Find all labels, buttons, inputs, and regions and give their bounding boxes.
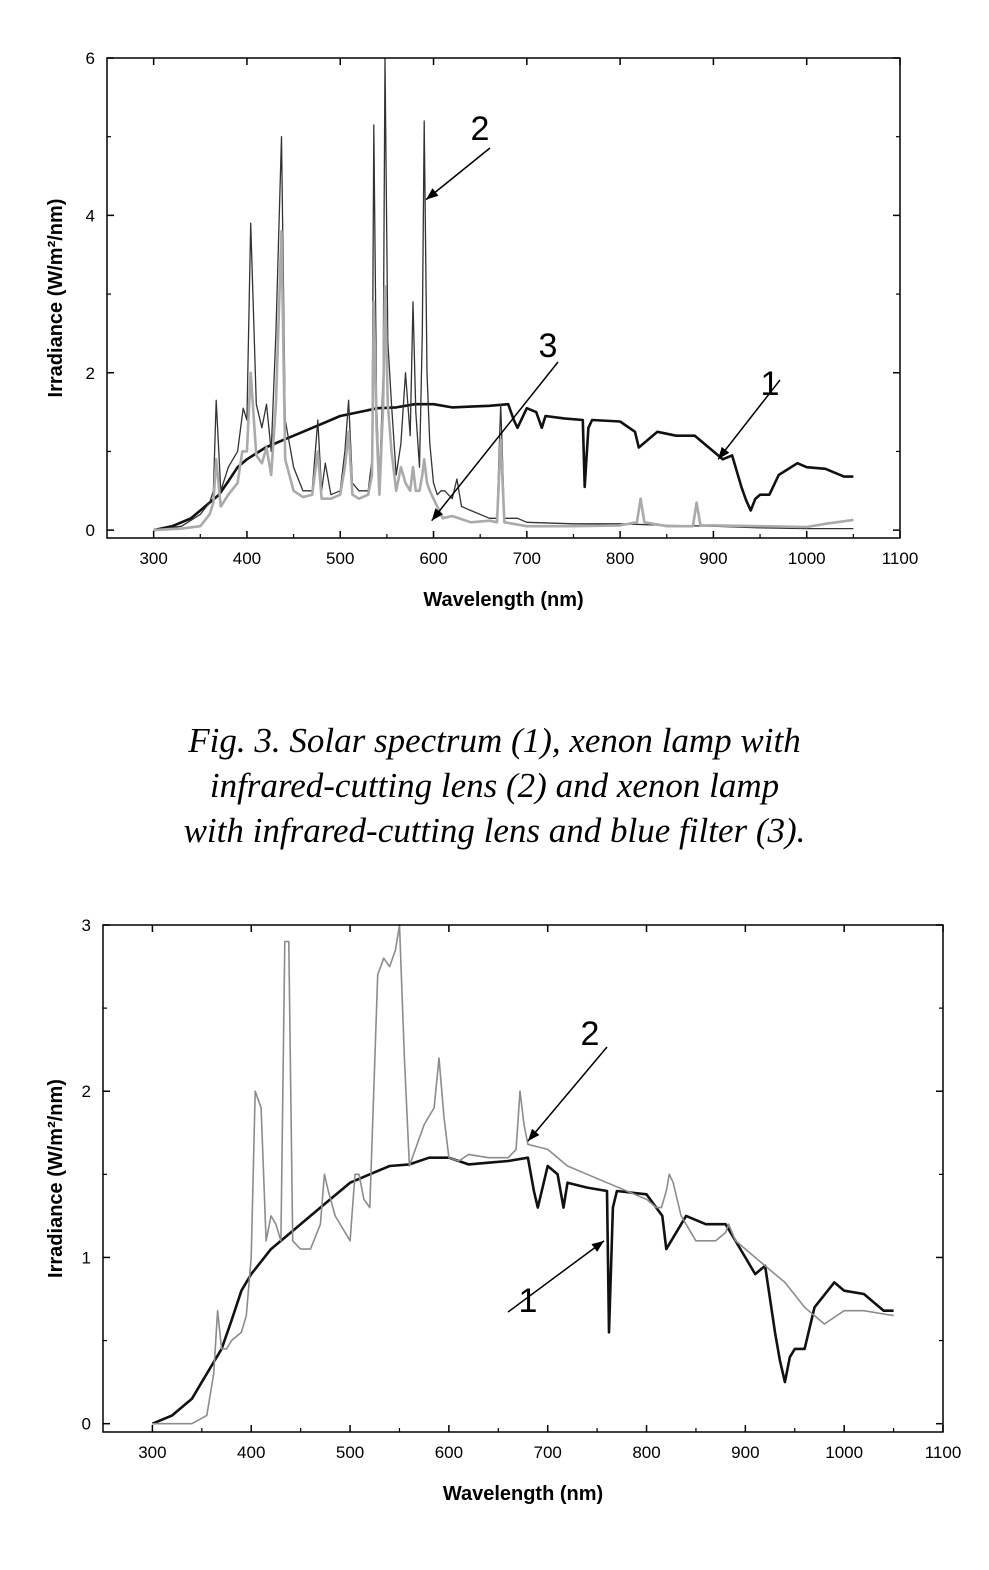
chart-1: 300 400 500 600 700 800 900 1000 1100 0 2 4 6 Wavelen…	[45, 49, 919, 611]
callout-label: 1	[761, 365, 780, 403]
chart-2: 300 400 500 600 700 800 900 1000 1100 0 1 2 3 Wavelen…	[45, 916, 962, 1505]
x-tick-label: 800	[632, 1443, 660, 1462]
series-3-line	[153, 229, 854, 532]
figure-caption: Fig. 3. Solar spectrum (1), xenon lamp w…	[0, 718, 989, 853]
x-tick-label: 600	[435, 1443, 463, 1462]
callout-arrow-line	[527, 1046, 608, 1142]
x-tick-label: 1100	[925, 1443, 962, 1462]
x-tick-label: 300	[139, 549, 167, 568]
callout-label: 1	[519, 1282, 538, 1320]
x-tick-label: 1000	[825, 1443, 863, 1462]
callout-arrow-line	[425, 147, 491, 201]
series-1-line	[151, 1156, 894, 1425]
y-tick-label: 4	[86, 206, 95, 225]
callout-label: 2	[471, 110, 490, 148]
x-tick-label: 500	[336, 1443, 364, 1462]
y-tick-label: 3	[82, 916, 91, 935]
plot-frame	[102, 924, 944, 1433]
x-tick-label: 400	[233, 549, 261, 568]
callout-arrowhead	[591, 1240, 605, 1252]
callout-arrow-line	[717, 379, 781, 460]
y-tick-label: 0	[86, 521, 95, 540]
caption-line-3: with infrared-cutting lens and blue filt…	[183, 811, 806, 850]
x-axis-label: Wavelength (nm)	[423, 589, 583, 611]
callout-arrowhead	[431, 508, 443, 521]
x-tick-label: 500	[326, 549, 354, 568]
callout-arrow-line	[507, 1240, 605, 1313]
x-axis-label: Wavelength (nm)	[443, 1483, 603, 1505]
y-tick-label: 2	[82, 1082, 91, 1101]
callout-arrowhead	[426, 188, 439, 200]
x-tick-label: 900	[731, 1443, 759, 1462]
y-tick-label: 2	[86, 364, 95, 383]
y-axis-label: Irradiance (W/m²/nm)	[45, 1079, 67, 1278]
callout-label: 3	[539, 327, 558, 365]
callout-arrowhead	[527, 1128, 540, 1142]
x-tick-label: 600	[419, 549, 447, 568]
callout-arrow-line	[431, 361, 559, 522]
caption-line-1: Fig. 3. Solar spectrum (1), xenon lamp w…	[188, 721, 801, 760]
x-tick-label: 1000	[788, 549, 826, 568]
plot-frame	[106, 57, 901, 539]
y-axis-label: Irradiance (W/m²/nm)	[45, 199, 67, 398]
x-tick-label: 800	[606, 549, 634, 568]
series-2-line	[152, 924, 894, 1425]
x-tick-label: 700	[534, 1443, 562, 1462]
callout-label: 2	[581, 1015, 600, 1053]
y-tick-label: 0	[82, 1415, 91, 1434]
y-tick-label: 1	[82, 1248, 91, 1267]
x-tick-label: 300	[138, 1443, 166, 1462]
x-tick-label: 400	[237, 1443, 265, 1462]
callout-arrowhead	[718, 446, 730, 460]
x-tick-label: 1100	[882, 549, 919, 568]
y-tick-label: 6	[86, 49, 95, 68]
x-tick-label: 900	[699, 549, 727, 568]
x-tick-label: 700	[513, 549, 541, 568]
caption-line-2: infrared-cutting lens (2) and xenon lamp	[209, 766, 780, 805]
